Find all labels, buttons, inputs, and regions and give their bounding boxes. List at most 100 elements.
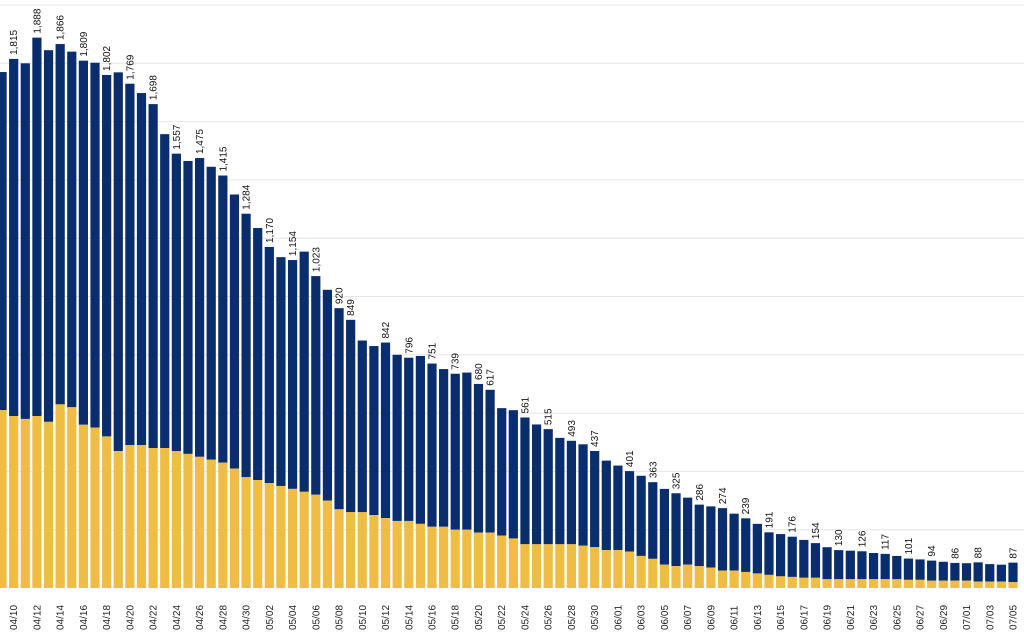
bar-total	[1008, 562, 1018, 583]
x-tick-label: 05/02	[265, 605, 276, 630]
bar-secondary	[125, 445, 135, 588]
bar-secondary	[369, 515, 379, 588]
x-tick-label: 04/30	[242, 605, 253, 630]
bar-secondary	[253, 480, 263, 588]
bar-total	[346, 319, 356, 513]
data-label: 286	[695, 484, 706, 501]
bar-total	[276, 257, 286, 486]
x-tick-label: 07/05	[1009, 605, 1020, 630]
bar-total	[845, 550, 855, 580]
bar-secondary	[0, 410, 7, 588]
x-tick-label: 04/28	[218, 605, 229, 630]
bar-secondary	[183, 453, 193, 588]
bar-total	[776, 534, 786, 577]
bar-secondary	[915, 579, 925, 588]
bar-secondary	[892, 579, 902, 588]
data-label: 86	[950, 547, 961, 559]
bar-secondary	[520, 544, 530, 588]
x-tick-label: 06/13	[753, 605, 764, 630]
bar-total	[950, 562, 960, 581]
bar-secondary	[671, 566, 681, 588]
bar-secondary	[973, 581, 983, 588]
x-tick-label: 05/08	[335, 605, 346, 630]
data-label: 1,023	[311, 247, 322, 272]
bar-total	[9, 58, 19, 417]
bar-total	[810, 543, 821, 578]
bar-secondary	[776, 576, 786, 588]
x-tick-label: 05/30	[590, 605, 601, 630]
bar-total	[160, 134, 170, 449]
data-label: 920	[335, 287, 346, 304]
bar-secondary	[799, 577, 809, 588]
bar-total	[32, 37, 42, 417]
bar-secondary	[752, 573, 762, 588]
data-label: 176	[788, 516, 799, 533]
bar-secondary	[950, 580, 960, 588]
bar-secondary	[694, 566, 704, 588]
bar-secondary	[961, 580, 972, 588]
bar-secondary	[450, 529, 460, 588]
bar-secondary	[287, 488, 298, 588]
bar-total	[473, 383, 484, 533]
bar-secondary	[404, 520, 414, 588]
x-tick-label: 05/12	[381, 605, 392, 630]
bar-secondary	[857, 579, 867, 588]
bar-secondary	[834, 579, 844, 588]
x-tick-label: 06/03	[637, 605, 648, 630]
bar-secondary	[810, 577, 821, 588]
x-tick-label: 06/29	[939, 605, 950, 630]
bar-total	[183, 160, 193, 454]
bar-secondary	[415, 523, 425, 588]
data-label: 101	[904, 537, 915, 554]
bar-total	[996, 564, 1006, 582]
bar-total	[195, 158, 205, 457]
bar-total	[427, 363, 437, 527]
chart-data-labels: 1,815 1,888 1,866 1,809 1,802 1,769 1,698 1,557…	[9, 8, 1019, 559]
bar-total	[113, 72, 123, 451]
bar-secondary	[543, 544, 553, 588]
bar-total	[938, 561, 948, 581]
data-label: 751	[428, 342, 439, 359]
x-tick-label: 06/17	[799, 605, 810, 630]
x-tick-label: 05/24	[520, 605, 531, 630]
bar-total	[369, 346, 379, 516]
bar-total	[311, 276, 321, 495]
bar-total	[927, 560, 937, 581]
bar-total	[357, 340, 367, 513]
bar-secondary	[787, 576, 797, 588]
bar-secondary	[555, 544, 565, 588]
bar-secondary	[380, 518, 391, 588]
bar-secondary	[67, 407, 77, 588]
bar-total	[903, 558, 914, 580]
bar-secondary	[497, 535, 507, 588]
bar-total	[868, 553, 879, 580]
bar-secondary	[927, 580, 937, 588]
bar-secondary	[868, 579, 879, 588]
data-label: 1,888	[32, 8, 43, 33]
data-label: 1,154	[288, 231, 299, 256]
bar-secondary	[531, 544, 542, 588]
bar-secondary	[78, 424, 88, 588]
x-tick-label: 06/25	[892, 605, 903, 630]
bar-total	[578, 444, 588, 546]
bar-total	[822, 547, 832, 580]
bar-total	[973, 562, 983, 582]
x-tick-label: 06/27	[916, 605, 927, 630]
bar-secondary	[229, 468, 240, 588]
x-tick-label: 05/14	[404, 605, 415, 630]
bar-total	[392, 354, 402, 521]
bar-secondary	[311, 494, 321, 588]
bar-secondary	[764, 574, 774, 588]
bar-total	[229, 194, 240, 469]
bar-secondary	[624, 551, 635, 588]
bar-secondary	[880, 579, 890, 588]
bar-secondary	[485, 532, 495, 588]
data-label: 130	[834, 529, 845, 546]
bar-secondary	[985, 581, 995, 588]
bar-secondary	[613, 550, 623, 588]
bar-total	[671, 493, 681, 567]
bar-total	[601, 460, 611, 551]
bar-total	[462, 372, 472, 530]
x-tick-label: 04/12	[32, 605, 43, 630]
bar-total	[985, 564, 995, 582]
